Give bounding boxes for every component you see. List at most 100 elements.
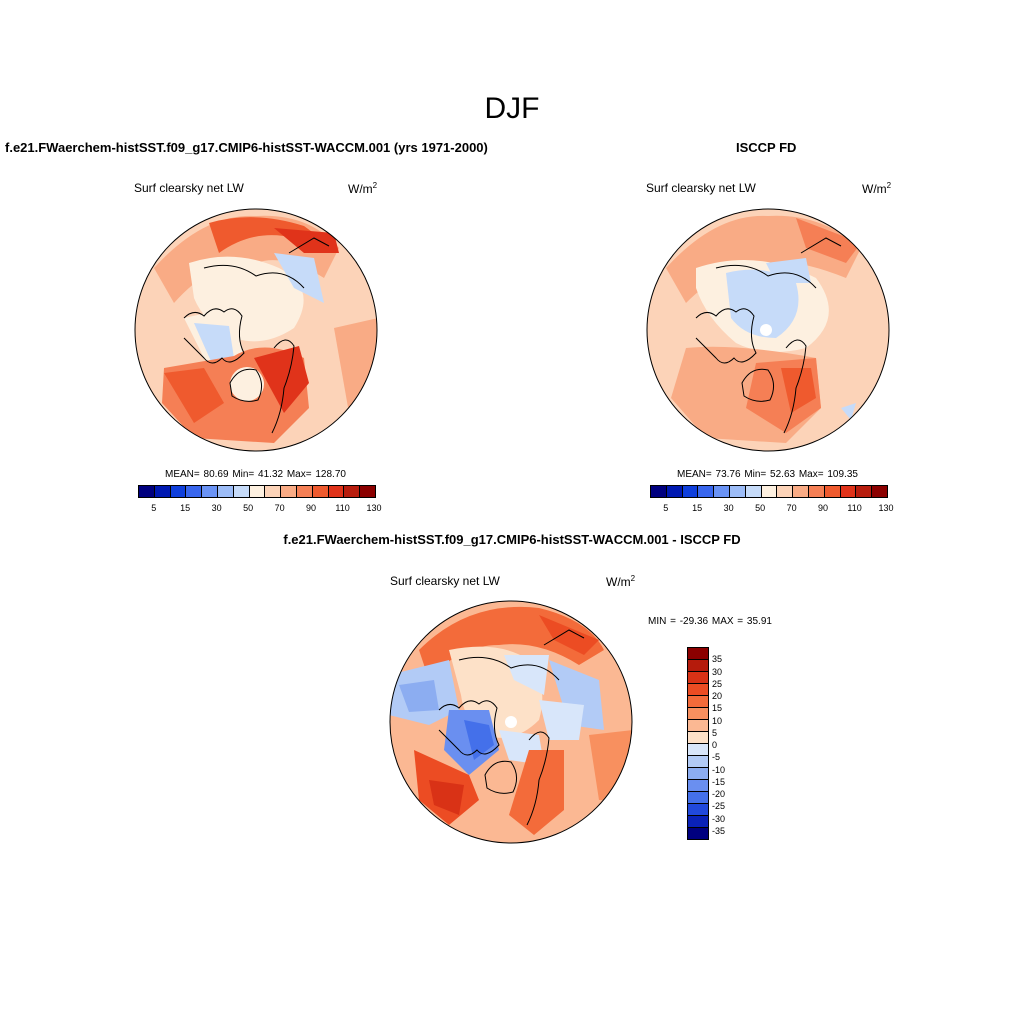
colorbar-swatch (714, 486, 730, 497)
colorbar-swatch (344, 486, 361, 497)
colorbar-tick-label: -30 (712, 813, 726, 824)
colorbar-tick-label: 30 (712, 666, 723, 677)
colorbar-swatch (745, 486, 762, 497)
diff-coastlines (438, 629, 585, 826)
obs-variable-label: Surf clearsky net LW (646, 181, 756, 195)
diff-field (390, 601, 632, 843)
colorbar-swatch (840, 486, 857, 497)
obs-colorbar-ticks: 5 15 30 50 70 90 110 130 (650, 503, 893, 515)
obs-stats: MEAN= 73.76 Min= 52.63 Max= 109.35 (677, 469, 858, 480)
diff-map-border (389, 600, 633, 844)
colorbar-tick-label: 5 (712, 727, 718, 738)
colorbar-swatch (688, 648, 708, 660)
model-colorbar-ticks: 5 15 30 50 70 90 110 130 (138, 503, 381, 515)
colorbar-swatch (856, 486, 873, 497)
obs-colorbar (650, 485, 888, 498)
diff-stats: MIN = -29.36 MAX = 35.91 (648, 616, 772, 627)
colorbar-tick-label: 10 (712, 715, 723, 726)
model-panel-title: f.e21.FWaerchem-histSST.f09_g17.CMIP6-hi… (5, 140, 488, 155)
model-polar-map (134, 208, 378, 452)
model-map-border (134, 208, 378, 452)
colorbar-swatch (729, 486, 746, 497)
diff-units-label: W/m2 (606, 574, 636, 589)
colorbar-tick-label: -5 (712, 752, 721, 763)
colorbar-tick-label: 15 (692, 503, 703, 513)
colorbar-swatch (688, 828, 708, 839)
colorbar-swatch (360, 486, 375, 497)
model-coastlines (183, 237, 330, 434)
colorbar-tick-label: -35 (712, 825, 726, 836)
colorbar-tick-label: -20 (712, 789, 726, 799)
diff-panel-title: f.e21.FWaerchem-histSST.f09_g17.CMIP6-hi… (283, 532, 741, 547)
colorbar-tick-label: 0 (712, 740, 718, 750)
colorbar-tick-label: 90 (306, 503, 317, 513)
colorbar-tick-label: 110 (335, 503, 350, 513)
obs-field (647, 209, 889, 451)
model-colorbar (138, 485, 376, 498)
colorbar-tick-label: 35 (712, 654, 723, 665)
model-stats: MEAN= 80.69 Min= 41.32 Max= 128.70 (165, 469, 346, 480)
colorbar-swatch (265, 486, 282, 497)
model-variable-label: Surf clearsky net LW (134, 181, 244, 195)
colorbar-swatch (688, 684, 708, 696)
colorbar-tick-label: 130 (878, 503, 894, 513)
colorbar-swatch (249, 486, 266, 497)
obs-coastlines (695, 237, 842, 434)
colorbar-tick-label: 30 (211, 503, 222, 513)
colorbar-swatch (688, 732, 708, 744)
colorbar-swatch (793, 486, 809, 497)
colorbar-swatch (202, 486, 218, 497)
colorbar-swatch (139, 486, 155, 497)
colorbar-tick-label: 30 (723, 503, 734, 513)
colorbar-swatch (761, 486, 778, 497)
colorbar-swatch (666, 486, 683, 497)
colorbar-swatch (186, 486, 203, 497)
colorbar-swatch (808, 486, 825, 497)
colorbar-swatch (777, 486, 794, 497)
obs-polar-map (646, 208, 890, 452)
obs-units-label: W/m2 (862, 181, 892, 196)
colorbar-swatch (154, 486, 171, 497)
colorbar-swatch (688, 660, 708, 672)
colorbar-swatch (688, 804, 708, 816)
colorbar-swatch (688, 792, 708, 804)
colorbar-tick-label: -15 (712, 776, 726, 787)
colorbar-tick-label: 50 (755, 503, 766, 513)
colorbar-swatch (217, 486, 234, 497)
colorbar-swatch (328, 486, 345, 497)
colorbar-tick-label: 15 (180, 503, 191, 513)
colorbar-swatch (688, 720, 708, 732)
colorbar-swatch (233, 486, 250, 497)
model-units-label: W/m2 (348, 181, 378, 196)
colorbar-swatch (688, 672, 708, 684)
obs-map-border (646, 208, 890, 452)
colorbar-tick-label: 25 (712, 678, 723, 689)
colorbar-swatch (170, 486, 187, 497)
diff-colorbar (687, 647, 709, 840)
colorbar-tick-label: 5 (151, 503, 157, 513)
colorbar-swatch (682, 486, 699, 497)
figure-title: DJF (484, 92, 540, 125)
colorbar-tick-label: 110 (847, 503, 862, 513)
colorbar-tick-label: -10 (712, 764, 726, 775)
diff-colorbar-ticks: 35 30 25 20 15 10 5 0 -5 -10 -15 -20 -25 -30 -35 (712, 647, 742, 843)
colorbar-swatch (281, 486, 297, 497)
colorbar-tick-label: 130 (366, 503, 382, 513)
colorbar-swatch (688, 708, 708, 720)
colorbar-tick-label: -25 (712, 801, 726, 812)
colorbar-swatch (698, 486, 715, 497)
colorbar-swatch (872, 486, 887, 497)
colorbar-swatch (688, 768, 708, 780)
diff-polar-map (389, 600, 633, 844)
diff-variable-label: Surf clearsky net LW (390, 574, 500, 588)
colorbar-swatch (312, 486, 329, 497)
colorbar-tick-label: 20 (712, 691, 723, 701)
colorbar-swatch (296, 486, 313, 497)
colorbar-swatch (688, 744, 708, 756)
colorbar-swatch (688, 756, 708, 768)
colorbar-swatch (688, 816, 708, 828)
colorbar-tick-label: 5 (663, 503, 669, 513)
colorbar-swatch (688, 780, 708, 792)
colorbar-swatch (651, 486, 667, 497)
colorbar-tick-label: 15 (712, 703, 723, 714)
